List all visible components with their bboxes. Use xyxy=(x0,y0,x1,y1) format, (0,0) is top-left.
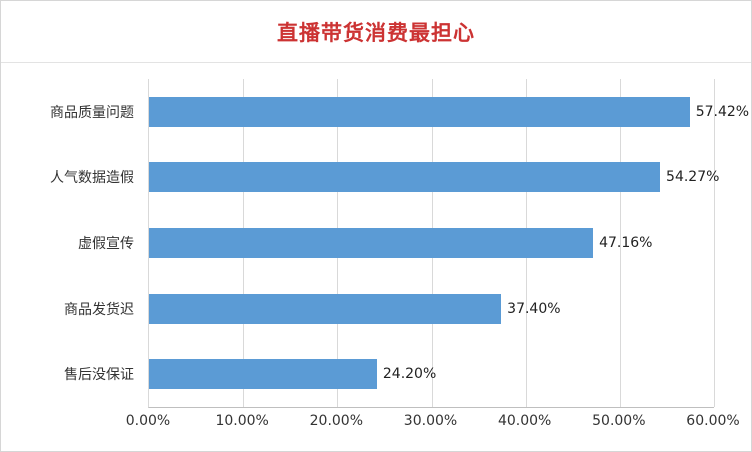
bar: 24.20% xyxy=(149,359,436,390)
x-tick-label: 40.00% xyxy=(497,413,552,429)
x-tick-label: 0.00% xyxy=(125,413,171,429)
bar-row: 37.40% xyxy=(149,276,714,342)
bar-value-label: 24.20% xyxy=(382,366,437,383)
bar: 54.27% xyxy=(149,162,719,193)
x-tick-label: 30.00% xyxy=(403,413,458,429)
gridline xyxy=(619,79,621,407)
category-axis: 商品质量问题 人气数据造假虚假宣传商品发货迟售后没保证 xyxy=(7,79,141,407)
bar: 47.16% xyxy=(149,227,652,258)
category-label: 售后没保证 xyxy=(64,367,134,384)
bar-value-label: 54.27% xyxy=(666,169,720,186)
bar-row: 47.16% xyxy=(149,210,714,276)
bar-value-label: 37.40% xyxy=(507,300,561,317)
x-tick-label: 60.00% xyxy=(686,413,740,429)
category-label: 虚假宣传 xyxy=(78,235,134,252)
bar-row: 24.20% xyxy=(149,341,714,407)
category-label: 商品发货迟 xyxy=(64,301,134,318)
bar-value-label: 47.16% xyxy=(599,234,653,251)
bar-rows: 57.42% 54.27% 47.16% 37.40% 24.20% xyxy=(149,79,749,407)
x-tick-label: 10.00% xyxy=(215,413,269,429)
category-label: 商品质量问题 xyxy=(50,104,134,121)
gridline xyxy=(714,79,715,407)
bar-row: 57.42% xyxy=(149,79,749,145)
plot-area: 57.42% 54.27% 47.16% 37.40% 24.20% xyxy=(148,79,749,408)
value-axis: 0.00% 10.00% 20.00% 30.00% 40.00% 50.00% 60.00… xyxy=(126,413,740,435)
x-tick-label: 50.00% xyxy=(592,413,646,429)
bar-row: 54.27% xyxy=(149,145,719,211)
category-label: 人气数据造假 xyxy=(50,170,134,187)
bar: 57.42% xyxy=(149,96,749,127)
x-tick-label: 20.00% xyxy=(309,413,364,429)
bar-value-label: 57.42% xyxy=(695,103,750,120)
chart-header: 直播带货消费最担心 xyxy=(1,1,751,63)
chart-title: 直播带货消费最担心 xyxy=(277,20,475,45)
bar: 37.40% xyxy=(149,293,561,324)
